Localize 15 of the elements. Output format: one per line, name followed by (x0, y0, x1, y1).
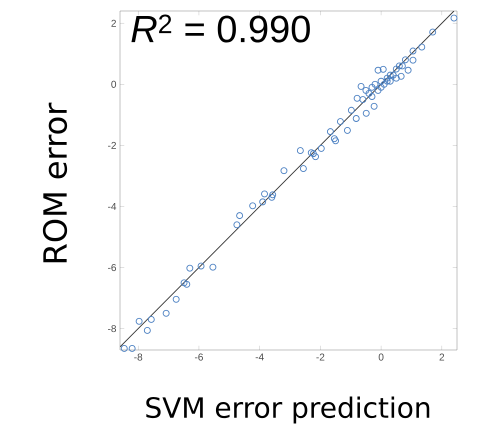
x-axis-title: SVM error prediction (146, 396, 430, 424)
x-tick-label: -2 (316, 354, 324, 361)
annotation: R$^{2}$ = 0.990 (131, 14, 310, 43)
x-tick-label: -6 (194, 354, 203, 361)
x-tick-label: -8 (134, 354, 142, 361)
y-tick-label: 0 (111, 80, 116, 88)
x-tick-label: 2 (440, 354, 444, 361)
x-tick-label: 0 (378, 354, 384, 361)
y-tick-label: -6 (108, 264, 116, 272)
y-tick-label: 2 (111, 20, 116, 27)
y-tick-label: -8 (108, 325, 116, 332)
y-axis-title: ROM error (42, 102, 68, 262)
y-tick-label: -2 (108, 142, 116, 149)
x-tick-label: -4 (256, 354, 264, 360)
y-tick-label: -4 (108, 203, 116, 210)
